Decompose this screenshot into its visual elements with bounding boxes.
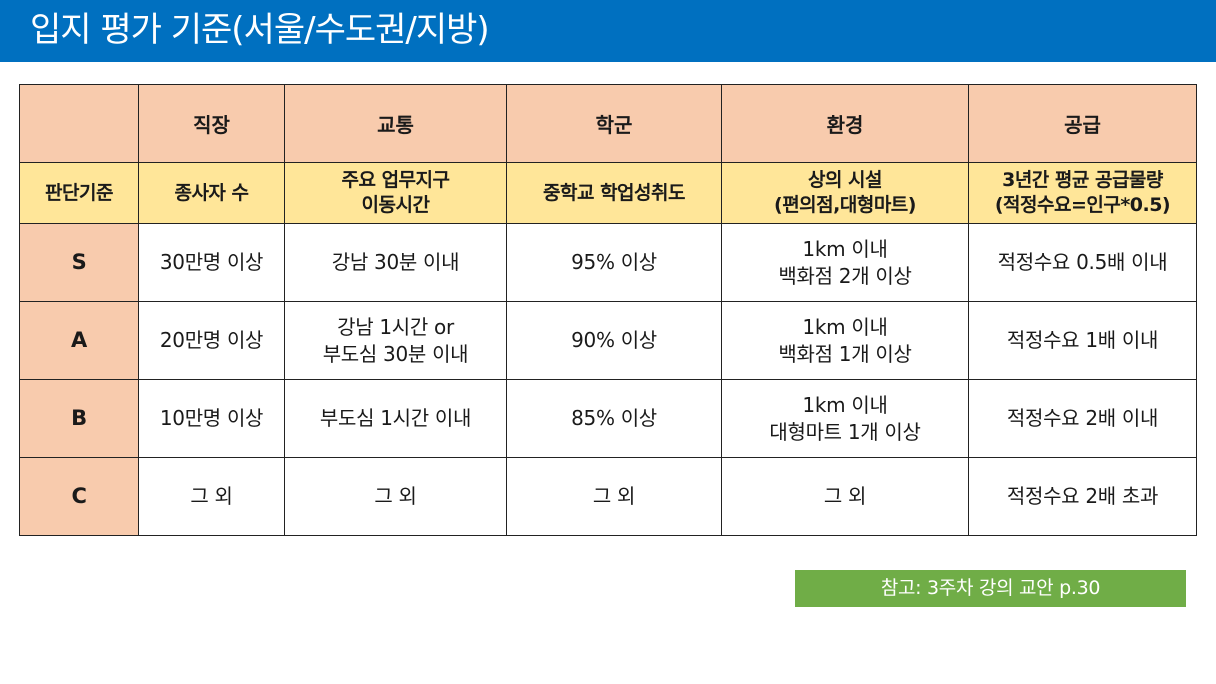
- criteria-line: 중학교 학업성취도: [543, 181, 685, 204]
- criteria-line: 종사자 수: [174, 181, 249, 204]
- table-row-a: A 20만명 이상 강남 1시간 or 부도심 30분 이내 90% 이상 1k…: [19, 301, 1197, 380]
- data-cell-supply: 적정수요 0.5배 이내: [968, 223, 1197, 302]
- data-cell-work: 10만명 이상: [138, 379, 285, 458]
- header-row: 직장 교통 학군 환경 공급: [19, 84, 1197, 163]
- criteria-line: (적정수요=인구*0.5): [994, 194, 1171, 216]
- data-cell-transport: 강남 30분 이내: [284, 223, 507, 302]
- criteria-table: 직장 교통 학군 환경 공급 판단기준 종사자 수 주요 업무지구 이동시간 중…: [19, 84, 1197, 536]
- criteria-cell-work: 종사자 수: [138, 162, 285, 224]
- data-cell-school: 그 외: [506, 457, 722, 536]
- cell-line: 대형마트 1개 이상: [769, 419, 921, 444]
- cell-line: 85% 이상: [571, 406, 657, 430]
- criteria-cell-supply: 3년간 평균 공급물량 (적정수요=인구*0.5): [968, 162, 1197, 224]
- criteria-cell-label: 판단기준: [19, 162, 139, 224]
- cell-line: 1km 이내: [802, 392, 888, 417]
- data-cell-supply: 적정수요 2배 초과: [968, 457, 1197, 536]
- data-cell-work: 30만명 이상: [138, 223, 285, 302]
- cell-line: 적정수요 2배 이내: [1006, 406, 1159, 430]
- cell-line: 1km 이내: [802, 236, 888, 261]
- table-row-b: B 10만명 이상 부도심 1시간 이내 85% 이상 1km 이내 대형마트 …: [19, 379, 1197, 458]
- data-cell-school: 95% 이상: [506, 223, 722, 302]
- data-cell-environment: 1km 이내 백화점 1개 이상: [721, 301, 969, 380]
- criteria-cell-environment: 상의 시설 (편의점,대형마트): [721, 162, 969, 224]
- data-cell-work: 그 외: [138, 457, 285, 536]
- data-cell-environment: 1km 이내 대형마트 1개 이상: [721, 379, 969, 458]
- cell-line: 부도심 30분 이내: [322, 341, 469, 366]
- grade-cell: C: [19, 457, 139, 536]
- cell-line: 부도심 1시간 이내: [319, 406, 472, 430]
- table-row-c: C 그 외 그 외 그 외 그 외 적정수요 2배 초과: [19, 457, 1197, 536]
- data-cell-school: 90% 이상: [506, 301, 722, 380]
- cell-line: 그 외: [592, 484, 636, 508]
- criteria-line: 이동시간: [361, 194, 430, 216]
- data-cell-transport: 강남 1시간 or 부도심 30분 이내: [284, 301, 507, 380]
- cell-line: 적정수요 1배 이내: [1006, 328, 1159, 352]
- data-cell-transport: 부도심 1시간 이내: [284, 379, 507, 458]
- criteria-line: 상의 시설: [807, 169, 883, 191]
- header-cell-empty: [19, 84, 139, 163]
- data-cell-supply: 적정수요 1배 이내: [968, 301, 1197, 380]
- data-cell-environment: 그 외: [721, 457, 969, 536]
- criteria-line: 판단기준: [45, 181, 113, 204]
- cell-line: 95% 이상: [571, 250, 657, 274]
- criteria-row: 판단기준 종사자 수 주요 업무지구 이동시간 중학교 학업성취도 상의 시설 …: [19, 162, 1197, 224]
- cell-line: 적정수요 2배 초과: [1006, 484, 1159, 508]
- criteria-line: (편의점,대형마트): [774, 194, 916, 216]
- data-cell-transport: 그 외: [284, 457, 507, 536]
- grade-cell: S: [19, 223, 139, 302]
- data-cell-work: 20만명 이상: [138, 301, 285, 380]
- cell-line: 강남 30분 이내: [331, 250, 460, 274]
- header-cell-school: 학군: [506, 84, 722, 163]
- cell-line: 30만명 이상: [159, 250, 264, 274]
- cell-line: 그 외: [823, 484, 867, 508]
- criteria-line: 주요 업무지구: [341, 169, 451, 191]
- cell-line: 그 외: [374, 484, 417, 508]
- criteria-line: 3년간 평균 공급물량: [1002, 169, 1163, 191]
- data-cell-supply: 적정수요 2배 이내: [968, 379, 1197, 458]
- data-cell-school: 85% 이상: [506, 379, 722, 458]
- title-bar: 입지 평가 기준(서울/수도권/지방): [0, 0, 1216, 62]
- criteria-cell-transport: 주요 업무지구 이동시간: [284, 162, 507, 224]
- data-cell-environment: 1km 이내 백화점 2개 이상: [721, 223, 969, 302]
- table-row-s: S 30만명 이상 강남 30분 이내 95% 이상 1km 이내 백화점 2개…: [19, 223, 1197, 302]
- grade-cell: B: [19, 379, 139, 458]
- cell-line: 적정수요 0.5배 이내: [997, 250, 1168, 274]
- header-cell-environment: 환경: [721, 84, 969, 163]
- page-title: 입지 평가 기준(서울/수도권/지방): [30, 10, 490, 50]
- cell-line: 1km 이내: [802, 314, 888, 339]
- header-cell-work: 직장: [138, 84, 285, 163]
- cell-line: 20만명 이상: [159, 328, 264, 352]
- header-cell-supply: 공급: [968, 84, 1197, 163]
- cell-line: 그 외: [190, 484, 233, 508]
- criteria-cell-school: 중학교 학업성취도: [506, 162, 722, 224]
- cell-line: 10만명 이상: [159, 406, 264, 430]
- cell-line: 백화점 1개 이상: [778, 341, 912, 366]
- cell-line: 90% 이상: [571, 328, 657, 352]
- grade-cell: A: [19, 301, 139, 380]
- reference-note: 참고: 3주차 강의 교안 p.30: [795, 570, 1186, 607]
- header-cell-transport: 교통: [284, 84, 507, 163]
- cell-line: 강남 1시간 or: [337, 314, 454, 339]
- cell-line: 백화점 2개 이상: [778, 263, 912, 288]
